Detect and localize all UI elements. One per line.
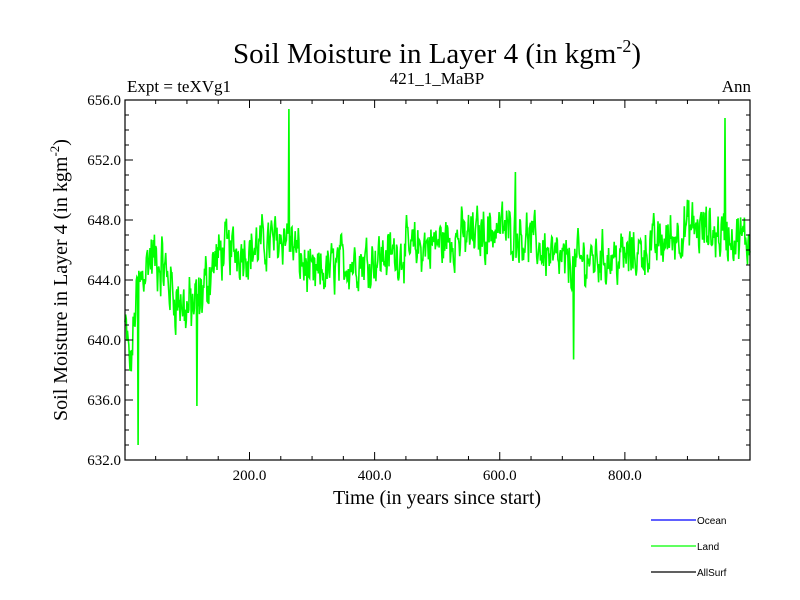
y-axis-label-main: Soil Moisture in Layer 4 (in kgm xyxy=(50,156,72,421)
x-tick-label: 200.0 xyxy=(233,468,267,484)
subtitle-center: 421_1_MaBP xyxy=(390,69,484,88)
x-tick-label: 400.0 xyxy=(358,468,392,484)
y-tick-label: 640.0 xyxy=(87,333,121,349)
y-tick-label: 636.0 xyxy=(87,393,121,409)
legend: Ocean Land AllSurf xyxy=(651,516,727,579)
y-tick-label: 632.0 xyxy=(87,453,121,469)
plot-frame xyxy=(124,99,751,461)
legend-label-ocean: Ocean xyxy=(697,516,726,527)
series-line-land xyxy=(124,108,751,446)
subtitle-right: Ann xyxy=(722,77,752,96)
x-axis-label: Time (in years since start) xyxy=(333,487,541,509)
x-tick-label: 800.0 xyxy=(608,468,642,484)
y-tick-label: 648.0 xyxy=(87,213,121,229)
y-tick-label: 652.0 xyxy=(87,153,121,169)
axis-ticks: 632.0 636.0 640.0 644.0 648.0 652.0 656.0 200.0… xyxy=(87,93,751,484)
y-tick-label: 656.0 xyxy=(87,93,121,109)
y-tick-label: 644.0 xyxy=(87,273,121,289)
chart-title-main: Soil Moisture in Layer 4 (in kgm xyxy=(233,38,617,70)
subtitle-left: Expt = teXVg1 xyxy=(127,77,231,96)
plot-area xyxy=(124,108,751,446)
legend-label-land: Land xyxy=(697,542,719,553)
legend-label-allsurf: AllSurf xyxy=(697,568,727,579)
y-axis-label-superscript: -2 xyxy=(47,146,62,157)
y-axis-label: Soil Moisture in Layer 4 (in kgm-2) xyxy=(47,139,72,421)
x-tick-label: 600.0 xyxy=(483,468,517,484)
chart-title-suffix: ) xyxy=(631,38,641,70)
chart-title: Soil Moisture in Layer 4 (in kgm-2) xyxy=(233,36,641,70)
chart-title-superscript: -2 xyxy=(616,36,631,56)
y-axis-label-suffix: ) xyxy=(50,139,72,146)
